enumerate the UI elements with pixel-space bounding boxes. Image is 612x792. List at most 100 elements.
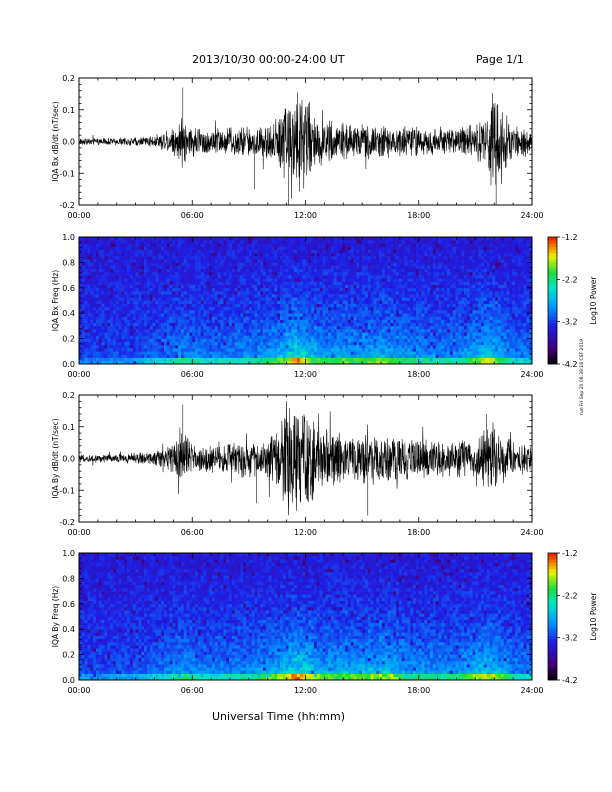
spectrogram-cell	[401, 319, 405, 324]
spectrogram-cell	[155, 252, 159, 257]
spectrogram-cell	[254, 290, 258, 295]
spectrogram-cell	[87, 357, 91, 362]
spectrogram-cell	[390, 278, 394, 282]
spectrogram-cell	[248, 284, 253, 289]
spectrogram-cell	[212, 313, 216, 317]
spectrogram-cell	[197, 287, 202, 292]
spectrogram-cell	[135, 256, 139, 260]
spectrogram-cell	[223, 252, 227, 257]
spectrogram-cell	[132, 360, 136, 365]
spectrogram-cell	[226, 275, 230, 279]
spectrogram-cell	[263, 278, 267, 282]
spectrogram-cell	[359, 303, 363, 308]
spectrogram-cell	[288, 249, 292, 254]
spectrogram-cell	[387, 316, 391, 320]
spectrogram-cell	[370, 290, 374, 295]
spectrogram-cell	[234, 357, 238, 362]
spectrogram-cell	[135, 237, 139, 241]
spectrogram-cell	[87, 306, 91, 311]
spectrogram-cell	[339, 284, 343, 289]
spectrogram-cell	[163, 271, 168, 276]
spectrogram-cell	[362, 265, 366, 270]
spectrogram-cell	[141, 303, 145, 308]
spectrogram-cell	[325, 249, 329, 254]
spectrogram-cell	[79, 319, 83, 324]
spectrogram-cell	[381, 313, 386, 317]
spectrogram-cell	[248, 275, 253, 279]
spectrogram-cell	[260, 287, 264, 292]
spectrogram-cell	[129, 360, 134, 365]
spectrogram-cell	[398, 287, 403, 292]
spectrogram-cell	[189, 341, 193, 346]
spectrogram-cell	[101, 316, 105, 320]
spectrogram-cell	[305, 300, 309, 304]
spectrogram-cell	[87, 332, 91, 336]
spectrogram-cell	[373, 249, 377, 254]
spectrogram-cell	[297, 262, 301, 266]
spectrogram-cell	[98, 259, 102, 263]
spectrogram-cell	[161, 354, 165, 358]
spectrogram-cell	[209, 325, 213, 330]
spectrogram-cell	[271, 338, 275, 343]
spectrogram-cell	[297, 360, 301, 365]
spectrogram-cell	[282, 354, 286, 358]
spectrogram-cell	[195, 319, 199, 324]
spectrogram-cell	[132, 332, 136, 336]
spectrogram-cell	[390, 252, 394, 257]
spectrogram-cell	[251, 325, 255, 330]
spectrogram-cell	[87, 275, 91, 279]
spectrogram-cell	[146, 268, 151, 273]
spectrogram-cell	[203, 344, 207, 349]
spectrogram-cell	[379, 294, 383, 298]
spectrogram-cell	[183, 281, 187, 285]
spectrogram-cell	[294, 338, 298, 343]
spectrogram-cell	[302, 243, 306, 247]
spectrogram-cell	[226, 348, 230, 352]
spectrogram-cell	[240, 300, 244, 304]
spectrogram-cell	[200, 306, 204, 311]
spectrogram-cell	[404, 284, 408, 289]
spectrogram-cell	[127, 348, 131, 352]
spectrogram-cell	[305, 243, 309, 247]
spectrogram-cell	[124, 354, 128, 358]
spectrogram-cell	[248, 316, 253, 320]
spectrogram-cell	[124, 348, 128, 352]
spectrogram-cell	[404, 341, 408, 346]
spectrogram-cell	[421, 268, 425, 273]
spectrogram-cell	[404, 256, 408, 260]
spectrogram-cell	[98, 351, 102, 355]
spectrogram-cell	[217, 265, 221, 270]
spectrogram-cell	[291, 357, 295, 362]
spectrogram-cell	[138, 275, 142, 279]
spectrogram-cell	[146, 357, 151, 362]
spectrogram-cell	[93, 278, 97, 282]
spectrogram-cell	[223, 325, 227, 330]
spectrogram-cell	[152, 287, 156, 292]
spectrogram-cell	[104, 341, 108, 346]
spectrogram-cell	[251, 319, 255, 324]
spectrogram-cell	[115, 249, 119, 254]
spectrogram-cell	[161, 329, 165, 333]
spectrogram-cell	[268, 338, 272, 343]
spectrogram-cell	[274, 325, 278, 330]
spectrogram-cell	[396, 344, 400, 349]
spectrogram-cell	[396, 310, 400, 314]
spectrogram-cell	[328, 256, 332, 260]
spectrogram-cell	[206, 262, 210, 266]
spectrogram-cell	[243, 243, 247, 247]
spectrogram-cell	[350, 360, 354, 365]
spectrogram-cell	[254, 332, 258, 336]
spectrogram-cell	[95, 354, 100, 358]
spectrogram-cell	[180, 297, 185, 301]
spectrogram-cell	[172, 310, 176, 314]
spectrogram-cell	[390, 316, 394, 320]
spectrogram-cell	[421, 262, 425, 266]
spectrogram-cell	[322, 332, 326, 336]
spectrogram-cell	[240, 322, 244, 327]
spectrogram-cell	[141, 360, 145, 365]
spectrogram-cell	[172, 335, 176, 339]
spectrogram-cell	[93, 268, 97, 273]
spectrogram-cell	[118, 275, 122, 279]
spectrogram-cell	[413, 332, 417, 336]
